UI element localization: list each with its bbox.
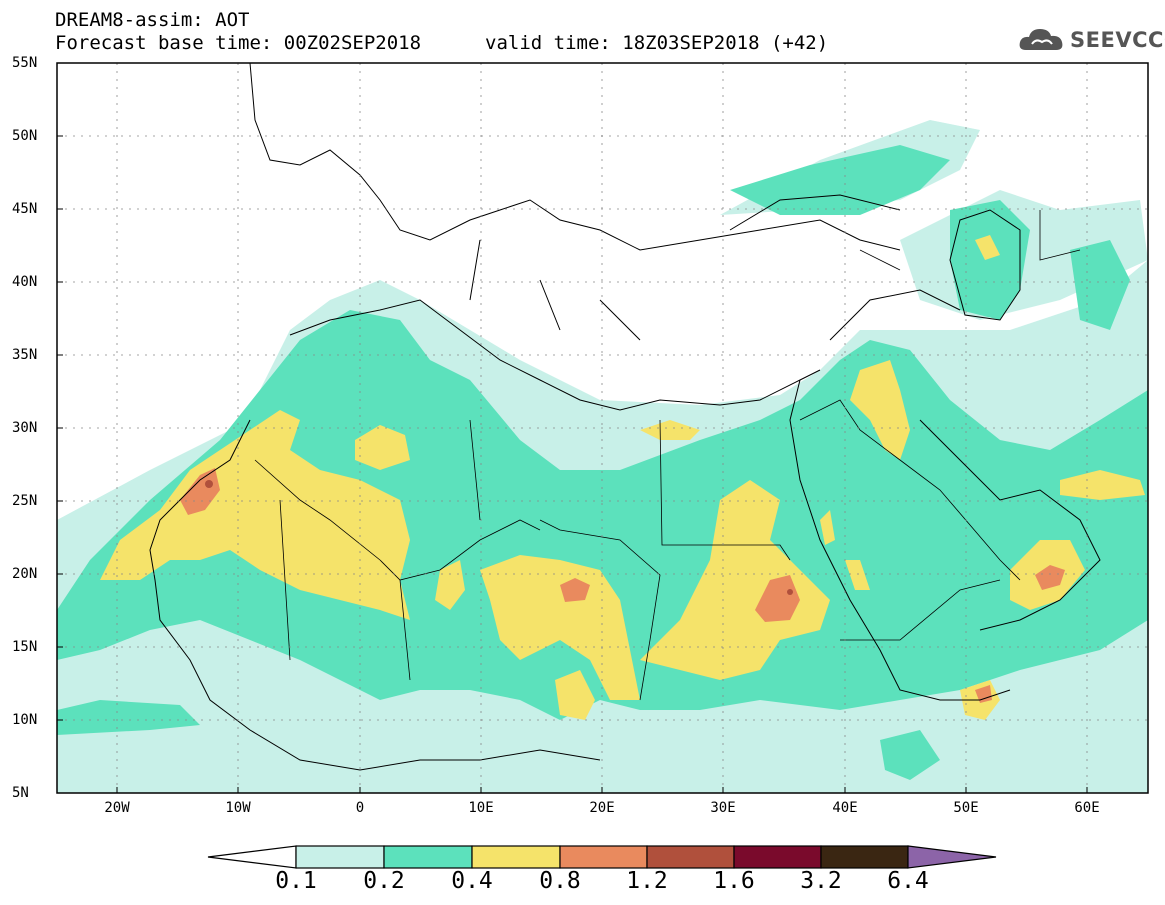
colorbar-bin-3 [471,845,561,869]
lon-label-10e: 10E [468,800,494,816]
colorbar-bin-7 [820,845,909,869]
lon-label-10w: 10W [225,800,251,816]
valid-time: valid time: 18Z03SEP2018 (+42) [485,32,829,54]
lat-label-5n: 5N [12,785,29,801]
grid-lines [57,63,1148,793]
colorbar-bin-4 [559,845,648,869]
logo-text: SEEVCCC [1070,28,1165,52]
colorbar-label-1.2: 1.2 [626,868,668,894]
cloud-icon [1019,29,1063,50]
country-borders [254,210,1081,701]
aot-band-0.8 [180,468,1065,703]
lat-label-25n: 25N [12,493,38,509]
colorbar-under-arrow [207,845,297,869]
lat-label-20n: 20N [12,566,38,582]
map-title: DREAM8-assim: AOT [55,9,250,31]
aot-band-1.2 [205,480,793,595]
colorbar-over-arrow [907,845,997,869]
colorbar-label-0.8: 0.8 [539,868,581,894]
colorbar-label-6.4: 6.4 [887,868,929,894]
lon-label-30e: 30E [710,800,736,816]
lat-label-45n: 45N [12,201,38,217]
lon-label-20e: 20E [589,800,615,816]
colorbar-label-3.2: 3.2 [800,868,842,894]
lat-label-30n: 30N [12,420,38,436]
lat-label-50n: 50N [12,128,38,144]
aot-band-0.4 [100,235,1145,720]
colorbar-label-0.4: 0.4 [451,868,493,894]
lat-label-40n: 40N [12,274,38,290]
lon-label-50e: 50E [953,800,979,816]
lat-label-55n: 55N [12,55,38,71]
lat-label-10n: 10N [12,712,38,728]
colorbar-bin-1 [295,845,385,869]
lat-label-35n: 35N [12,347,38,363]
lon-label-40e: 40E [832,800,858,816]
lon-label-0: 0 [355,800,365,816]
lon-label-60e: 60E [1074,800,1100,816]
lat-label-15n: 15N [12,639,38,655]
colorbar-label-0.1: 0.1 [275,868,317,894]
lon-label-20w: 20W [104,800,130,816]
coastlines [149,63,1101,771]
seevccc-logo: SEEVCCC [1018,24,1165,56]
colorbar-bin-2 [383,845,473,869]
colorbar-label-0.2: 0.2 [363,868,405,894]
colorbar-bin-5 [646,845,735,869]
forecast-base-time: Forecast base time: 00Z02SEP2018 [55,32,422,54]
colorbar-bin-6 [733,845,822,869]
colorbar-label-1.6: 1.6 [713,868,755,894]
colorbar [207,845,997,869]
axis-ticks [57,135,1088,793]
